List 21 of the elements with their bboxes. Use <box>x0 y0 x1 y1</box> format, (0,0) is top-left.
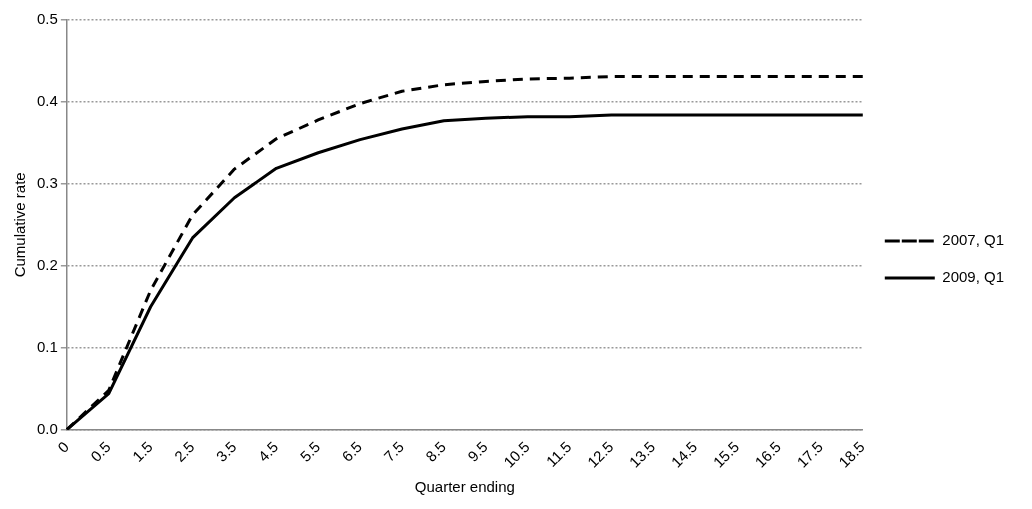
y-tick-label: 0.0 <box>36 419 58 437</box>
y-tick-label: 0.2 <box>36 255 58 273</box>
x-tick-label: 8.5 <box>422 438 449 465</box>
x-tick-label: 9.5 <box>464 438 491 465</box>
x-tick-label: 1.5 <box>128 438 156 465</box>
y-tick-label: 0.1 <box>36 337 58 355</box>
x-tick-label: 3.5 <box>212 438 240 465</box>
x-tick-label: 0.5 <box>87 438 114 465</box>
y-tick-label: 0.3 <box>36 173 58 191</box>
legend-label: 2007, Q1 <box>942 231 1004 249</box>
x-tick-label: 7.5 <box>380 438 408 465</box>
y-tick-label: 0.5 <box>36 10 58 28</box>
y-axis-title: Cumulative rate <box>11 172 29 278</box>
x-tick-label: 5.5 <box>296 438 324 465</box>
y-tick-label: 0.4 <box>36 92 58 110</box>
legend-label: 2009, Q1 <box>942 268 1004 286</box>
x-axis-title: Quarter ending <box>414 478 515 496</box>
x-tick-label: 0 <box>53 438 72 456</box>
x-tick-label: 2.5 <box>170 438 198 465</box>
x-tick-label: 4.5 <box>254 438 282 465</box>
x-tick-label: 6.5 <box>338 438 366 465</box>
